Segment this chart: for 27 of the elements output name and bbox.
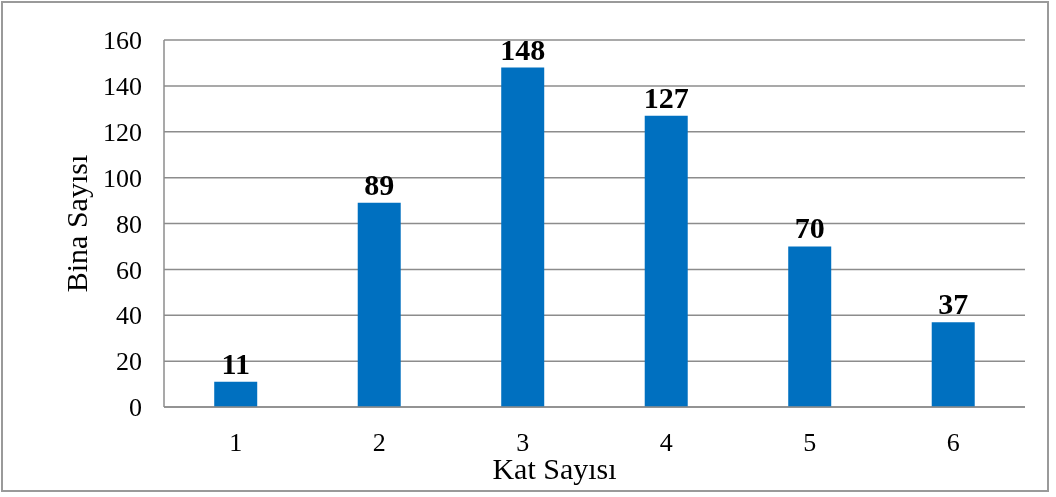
data-label: 127	[643, 80, 689, 114]
y-tick-label: 40	[116, 301, 142, 331]
y-tick-label: 100	[103, 163, 142, 193]
y-tick-label: 60	[116, 255, 142, 285]
x-tick-label: 5	[803, 428, 817, 458]
data-label: 89	[364, 167, 395, 201]
data-label: 37	[938, 287, 969, 321]
bar	[644, 115, 688, 407]
data-label: 148	[500, 32, 546, 66]
x-tick-label: 1	[229, 428, 243, 458]
bar	[931, 322, 975, 407]
x-tick-label: 2	[372, 428, 386, 458]
data-label: 70	[794, 211, 825, 245]
y-tick-label: 80	[116, 209, 142, 239]
y-axis-title: Bina Sayısı	[59, 154, 93, 293]
bar	[501, 67, 545, 407]
y-tick-label: 140	[103, 72, 142, 102]
bar	[357, 202, 401, 407]
bar	[788, 246, 832, 407]
bar	[214, 381, 258, 407]
x-tick-label: 4	[659, 428, 673, 458]
x-tick-label: 6	[946, 428, 960, 458]
y-tick-label: 160	[103, 26, 142, 56]
y-tick-label: 20	[116, 347, 142, 377]
data-label: 11	[221, 346, 250, 380]
y-tick-label: 120	[103, 117, 142, 147]
y-tick-label: 0	[129, 393, 142, 423]
